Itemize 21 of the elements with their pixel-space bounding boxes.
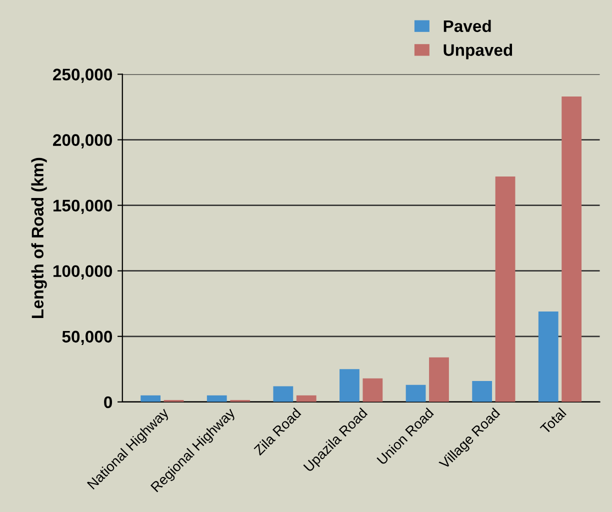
y-tick-label: 150,000: [53, 200, 112, 214]
bar: [340, 369, 360, 402]
y-axis-title: Length of Road (km): [31, 158, 47, 318]
bar: [472, 380, 492, 402]
bar: [140, 395, 161, 402]
bar: [538, 311, 558, 402]
y-tick-label: 0: [104, 396, 112, 408]
bar: [362, 378, 383, 402]
bar: [562, 96, 582, 402]
y-tick-label: 250,000: [53, 68, 112, 83]
bar: [429, 357, 449, 402]
legend-label: Unpaved: [444, 44, 512, 60]
bar: [296, 395, 316, 402]
bar: [495, 176, 516, 402]
bar: [406, 384, 426, 402]
y-tick-label: 50,000: [62, 330, 112, 346]
legend-label: Paved: [444, 20, 491, 32]
bar: [273, 386, 294, 402]
y-tick-label: 100,000: [53, 265, 112, 280]
y-tick-label: 200,000: [53, 134, 112, 148]
bar: [206, 395, 227, 402]
